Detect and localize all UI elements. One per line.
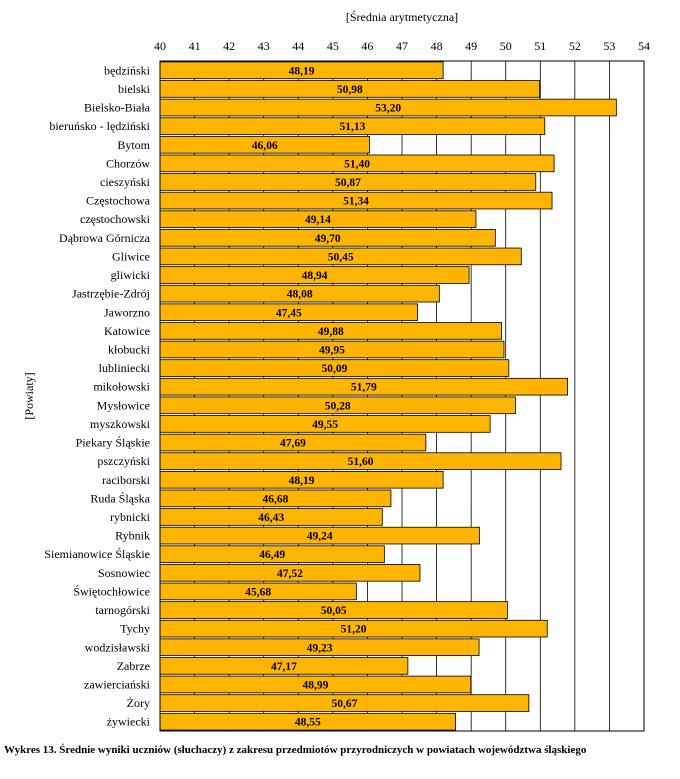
x-tick-label: 46 xyxy=(361,39,373,53)
category-label: Mysłowice xyxy=(97,398,150,412)
value-label: 50,09 xyxy=(321,363,347,375)
category-label: gliwicki xyxy=(111,268,151,282)
category-label: zawierciański xyxy=(84,677,151,691)
category-label: Ruda Śląska xyxy=(90,491,150,505)
category-label: Gliwice xyxy=(112,249,150,263)
value-label: 46,06 xyxy=(252,140,278,152)
category-label: Dąbrowa Górnicza xyxy=(59,231,151,245)
value-label: 48,19 xyxy=(289,65,315,77)
value-label: 49,14 xyxy=(305,214,331,226)
value-label: 53,20 xyxy=(375,103,401,115)
x-tick-label: 45 xyxy=(327,39,339,53)
value-label: 51,20 xyxy=(341,624,367,636)
category-label: częstochowski xyxy=(80,212,151,226)
x-tick-label: 48 xyxy=(431,39,443,53)
value-label: 45,68 xyxy=(245,586,271,598)
value-label: 50,28 xyxy=(325,400,351,412)
value-label: 50,98 xyxy=(337,84,363,96)
value-label: 47,17 xyxy=(271,661,297,673)
gridlines xyxy=(159,61,645,731)
value-label: 47,69 xyxy=(280,438,306,450)
value-label: 49,24 xyxy=(307,531,333,543)
value-label: 51,79 xyxy=(351,382,377,394)
category-label: Katowice xyxy=(104,324,150,338)
value-label: 48,08 xyxy=(287,289,313,301)
value-label: 46,68 xyxy=(263,493,289,505)
value-label: 48,99 xyxy=(302,679,328,691)
value-label: 49,55 xyxy=(312,419,338,431)
x-tick-label: 53 xyxy=(603,39,615,53)
value-label: 46,49 xyxy=(259,549,285,561)
x-tick-label: 50 xyxy=(500,39,512,53)
x-axis-title: [Średnia arytmetyczna] xyxy=(346,10,458,24)
category-label: myszkowski xyxy=(90,417,151,431)
category-label: bieruńsko - lędziński xyxy=(49,119,150,133)
category-label: Tychy xyxy=(120,622,150,636)
value-label: 47,45 xyxy=(276,307,302,319)
value-label: 49,95 xyxy=(319,344,345,356)
category-label: Sosnowiec xyxy=(98,566,150,580)
x-tick-labels: 40 41 42 43 44 45 46 47 48 49 50 51 52 53 54 xyxy=(154,39,650,53)
figure-caption: Wykres 13. Średnie wyniki uczniów (słuch… xyxy=(4,744,587,756)
category-label: Zabrze xyxy=(117,659,150,673)
value-label: 51,40 xyxy=(344,158,370,170)
x-tick-label: 44 xyxy=(292,39,304,53)
value-label: 46,43 xyxy=(258,512,284,524)
value-label: 49,23 xyxy=(307,642,333,654)
category-label: będziński xyxy=(104,63,151,77)
category-label: tarnogórski xyxy=(95,603,150,617)
category-label: lubliniecki xyxy=(99,361,151,375)
y-axis-title: [Powiaty] xyxy=(22,372,36,419)
value-label: 49,70 xyxy=(315,233,341,245)
value-label: 50,05 xyxy=(321,605,347,617)
value-label: 48,19 xyxy=(289,475,315,487)
value-label: 50,45 xyxy=(328,251,354,263)
value-label: 48,94 xyxy=(302,270,328,282)
category-label: Częstochowa xyxy=(86,194,151,208)
value-label: 47,52 xyxy=(277,568,303,580)
bar-chart: [Średnia arytmetyczna] [Powiaty] 40 41 42 4… xyxy=(22,10,650,732)
category-label: Piekary Śląskie xyxy=(76,436,150,450)
category-label: mikołowski xyxy=(93,380,150,394)
x-tick-label: 54 xyxy=(638,39,650,53)
value-label: 50,87 xyxy=(335,177,361,189)
category-label: bielski xyxy=(118,82,151,96)
category-label: Siemianowice Śląskie xyxy=(44,547,150,561)
category-label: Chorzów xyxy=(106,156,150,170)
x-tick-label: 52 xyxy=(569,39,581,53)
x-tick-label: 51 xyxy=(534,39,546,53)
category-label: Jastrzębie-Zdrój xyxy=(72,287,150,301)
value-label: 51,13 xyxy=(339,121,365,133)
x-tick-label: 40 xyxy=(154,39,166,53)
x-tick-label: 47 xyxy=(396,39,408,53)
category-label: żywiecki xyxy=(107,715,151,729)
bars xyxy=(159,61,617,731)
category-label: Jaworzno xyxy=(104,305,150,319)
value-label: 51,60 xyxy=(348,456,374,468)
category-label: wodzisławski xyxy=(85,640,151,654)
value-label: 50,67 xyxy=(332,698,358,710)
category-label: Bytom xyxy=(117,138,150,152)
value-label: 51,34 xyxy=(343,196,369,208)
category-label: pszczyński xyxy=(97,454,150,468)
value-labels: 48,19 50,98 53,20 51,13 46,06 51,40 50,87 51,34… xyxy=(245,65,401,728)
category-label: rybnicki xyxy=(110,510,151,524)
value-label: 49,88 xyxy=(318,326,344,338)
category-label: Żory xyxy=(127,696,150,710)
x-tick-label: 49 xyxy=(465,39,477,53)
value-label: 48,55 xyxy=(295,717,321,729)
category-label: Rybnik xyxy=(115,529,150,543)
plot-frame xyxy=(159,60,645,732)
category-label: raciborski xyxy=(102,473,151,487)
x-tick-label: 42 xyxy=(223,39,235,53)
category-label: kłobucki xyxy=(108,342,151,356)
category-label: cieszyński xyxy=(100,175,151,189)
x-tick-label: 43 xyxy=(258,39,270,53)
category-label: Świętochłowice xyxy=(73,584,150,598)
x-tick-label: 41 xyxy=(189,39,201,53)
category-labels: będziński bielski Bielsko-Biała bieruńsko -… xyxy=(44,63,150,728)
category-label: Bielsko-Biała xyxy=(84,101,151,115)
